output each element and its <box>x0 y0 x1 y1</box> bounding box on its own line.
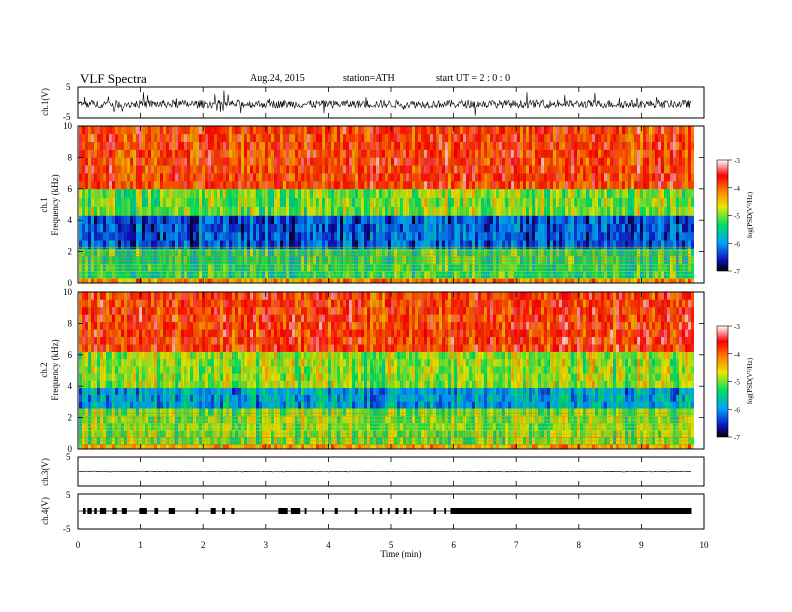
spectrogram-cell <box>691 231 694 241</box>
spectrogram-cell <box>691 263 694 272</box>
chart-title: VLF Spectra <box>80 71 147 86</box>
colorbar-tick-label: -5 <box>734 213 740 221</box>
spectrogram-cell <box>691 165 694 174</box>
spectrogram-cell <box>691 126 694 135</box>
colorbar-tick-label: -6 <box>734 240 740 248</box>
ch1-colorbar-label: log(PSD(V²/Hz) <box>746 191 754 238</box>
spectrogram-cell <box>691 278 694 284</box>
spectrogram-cell <box>691 149 694 158</box>
frequency-tick-label: 4 <box>68 215 73 225</box>
spectrogram-cell <box>691 206 694 216</box>
frequency-tick-label: 10 <box>63 121 73 131</box>
colorbar-tick-label: -4 <box>734 185 740 193</box>
spectrogram-cell <box>691 255 694 264</box>
spectrogram-cell <box>691 270 694 279</box>
station-label: station=ATH <box>343 73 395 84</box>
frequency-tick-label: 6 <box>68 184 73 194</box>
spectrogram-cell <box>691 141 694 150</box>
ch1-colorbar <box>716 159 729 272</box>
spectrogram-cell <box>691 240 694 249</box>
frequency-tick-label: 8 <box>68 152 73 162</box>
ch1-ylabel: ch.1(V) <box>40 88 50 116</box>
ch1-frequency-ticks: 0 2 4 6 8 10 <box>63 121 704 288</box>
ch1-ytick-top: 5 <box>66 82 71 92</box>
ch1-spectrogram-texture <box>79 126 691 283</box>
ch1-colorbar-ticks: -3 -4 -5 -6 -7 <box>728 157 740 276</box>
ch1-channel-label: ch.1 <box>39 197 49 212</box>
spectrogram-cell <box>691 248 694 257</box>
colorbar-tick-label: -7 <box>734 268 740 276</box>
date-label: Aug.24, 2015 <box>250 73 305 84</box>
ch1-waveform-line <box>78 90 692 116</box>
ch1-frequency-label: Frequency (kHz) <box>50 174 60 235</box>
spectrogram-cell <box>691 197 694 207</box>
spectrogram-cell <box>691 180 694 190</box>
frequency-tick-label: 0 <box>68 278 73 288</box>
spectrogram-cell <box>691 173 694 182</box>
spectrogram-cell <box>691 157 694 166</box>
spectrogram-cell <box>691 223 694 233</box>
spectrogram-cell <box>691 133 694 142</box>
colorbar-tick-label: -3 <box>734 157 740 165</box>
ch1-waveform-panel: 5 -5 ch.1(V) <box>40 82 705 122</box>
frequency-tick-label: 2 <box>68 247 73 257</box>
spectrogram-cell <box>691 215 694 225</box>
start-time-label: start UT = 2 : 0 : 0 <box>436 73 511 84</box>
spectrogram-cell <box>691 188 694 198</box>
ch1-ytick-bottom: -5 <box>63 112 71 122</box>
